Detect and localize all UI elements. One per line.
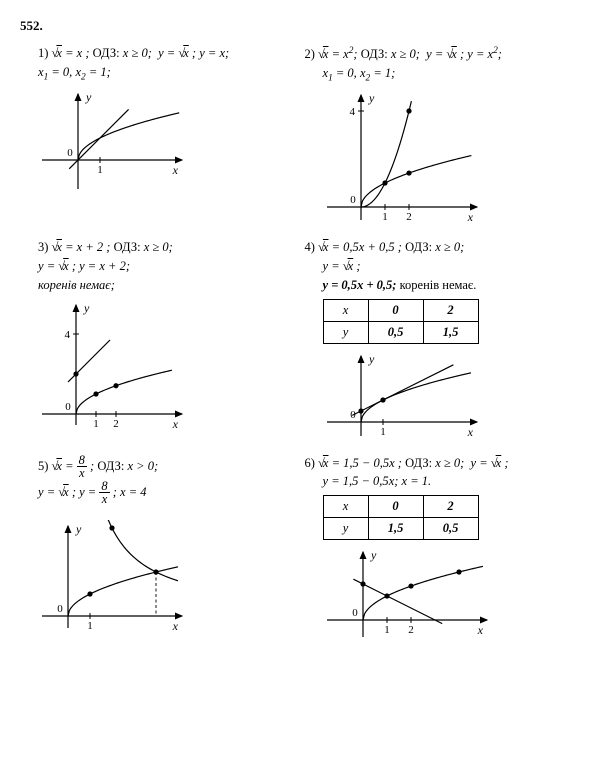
svg-text:x: x — [466, 425, 473, 439]
svg-text:y: y — [368, 352, 375, 366]
p3-graph-holder: 1 2 4 y x 0 — [38, 299, 285, 429]
svg-text:4: 4 — [349, 106, 355, 118]
p5-line1: 5) x = 8x ; ОДЗ: x > 0; — [38, 454, 285, 480]
p3-line2: y = x ; y = x + 2; — [38, 257, 285, 276]
svg-text:y: y — [83, 301, 90, 315]
svg-text:1: 1 — [93, 418, 99, 429]
table-cell: y — [323, 321, 368, 343]
svg-text:x: x — [476, 623, 483, 637]
problem-3: 3) x = x + 2 ; ОДЗ: x ≥ 0; y = x ; y = x… — [20, 238, 285, 439]
svg-text:y: y — [370, 548, 377, 562]
table-cell: 0 — [368, 299, 423, 321]
table-cell: 2 — [423, 496, 478, 518]
svg-text:2: 2 — [406, 211, 412, 223]
p4-line1: 4) x = 0,5x + 0,5 ; ОДЗ: x ≥ 0; — [305, 238, 570, 257]
problem-1: 1) x = x ; ОДЗ: x ≥ 0; y = x ; y = x; x1… — [20, 44, 285, 224]
p6-line1: 6) x = 1,5 − 0,5x ; ОДЗ: x ≥ 0; y = x ; — [305, 454, 570, 473]
p4-line3: y = 0,5x + 0,5; коренів немає. — [323, 276, 570, 295]
row-2: 3) x = x + 2 ; ОДЗ: x ≥ 0; y = x ; y = x… — [20, 238, 569, 439]
svg-text:0: 0 — [65, 401, 71, 413]
p4-graph-holder: 1 y x 0 — [323, 350, 570, 440]
p3-line1: 3) x = x + 2 ; ОДЗ: x ≥ 0; — [38, 238, 285, 257]
svg-text:x: x — [172, 163, 179, 177]
p4-line2: y = x ; — [323, 257, 570, 276]
problem-5: 5) x = 8x ; ОДЗ: x > 0; y = x ; y = 8x ;… — [20, 454, 285, 642]
p6-table: x 0 2 y 1,5 0,5 — [323, 495, 479, 540]
p5-line2: y = x ; y = 8x ; x = 4 — [38, 480, 285, 506]
p6-graph-holder: 1 2 y x 0 — [323, 546, 570, 641]
svg-text:0: 0 — [352, 607, 358, 619]
problem-6: 6) x = 1,5 − 0,5x ; ОДЗ: x ≥ 0; y = x ; … — [305, 454, 570, 642]
svg-text:0: 0 — [67, 147, 73, 159]
svg-text:2: 2 — [408, 624, 414, 636]
p4-table: x 0 2 y 0,5 1,5 — [323, 299, 479, 344]
p3-line3: коренів немає; — [38, 276, 285, 295]
table-cell: 0 — [368, 496, 423, 518]
table-cell: 0,5 — [368, 321, 423, 343]
svg-text:x: x — [172, 417, 179, 429]
row-1: 1) x = x ; ОДЗ: x ≥ 0; y = x ; y = x; x1… — [20, 44, 569, 224]
p1-graph-holder: 1 y x 0 — [38, 88, 285, 193]
table-cell: 1,5 — [423, 321, 478, 343]
svg-text:1: 1 — [384, 624, 390, 636]
table-cell: x — [323, 496, 368, 518]
table-cell: 2 — [423, 299, 478, 321]
svg-text:y: y — [85, 90, 92, 104]
table-cell: y — [323, 518, 368, 540]
svg-text:0: 0 — [350, 194, 356, 206]
p1-line1: 1) x = x ; ОДЗ: x ≥ 0; y = x ; y = x; — [38, 44, 285, 63]
svg-text:1: 1 — [97, 164, 103, 176]
svg-text:0: 0 — [350, 409, 356, 421]
p2-line2: x1 = 0, x2 = 1; — [323, 64, 570, 86]
p2-graph-holder: 1 2 4 y x 0 — [323, 89, 570, 224]
problem-2: 2) x = x2; ОДЗ: x ≥ 0; y = x ; y = x2; x… — [305, 44, 570, 224]
table-cell: x — [323, 299, 368, 321]
exercise-number: 552. — [20, 18, 569, 34]
svg-text:4: 4 — [65, 329, 71, 341]
svg-text:1: 1 — [380, 426, 386, 438]
svg-text:1: 1 — [382, 211, 388, 223]
table-cell: 0,5 — [423, 518, 478, 540]
p6-line2: y = 1,5 − 0,5x; x = 1. — [323, 472, 570, 491]
svg-text:y: y — [75, 522, 82, 536]
svg-text:x: x — [172, 619, 179, 632]
svg-text:x: x — [466, 210, 473, 224]
p2-line1: 2) x = x2; ОДЗ: x ≥ 0; y = x ; y = x2; — [305, 44, 570, 64]
problem-4: 4) x = 0,5x + 0,5 ; ОДЗ: x ≥ 0; y = x ; … — [305, 238, 570, 439]
svg-text:2: 2 — [113, 418, 119, 429]
p1-line2: x1 = 0, x2 = 1; — [38, 63, 285, 85]
row-3: 5) x = 8x ; ОДЗ: x > 0; y = x ; y = 8x ;… — [20, 454, 569, 642]
svg-text:y: y — [368, 91, 375, 105]
svg-text:0: 0 — [57, 603, 63, 615]
p5-graph-holder: 1 y x 0 — [38, 520, 285, 632]
table-cell: 1,5 — [368, 518, 423, 540]
svg-text:1: 1 — [87, 620, 93, 632]
